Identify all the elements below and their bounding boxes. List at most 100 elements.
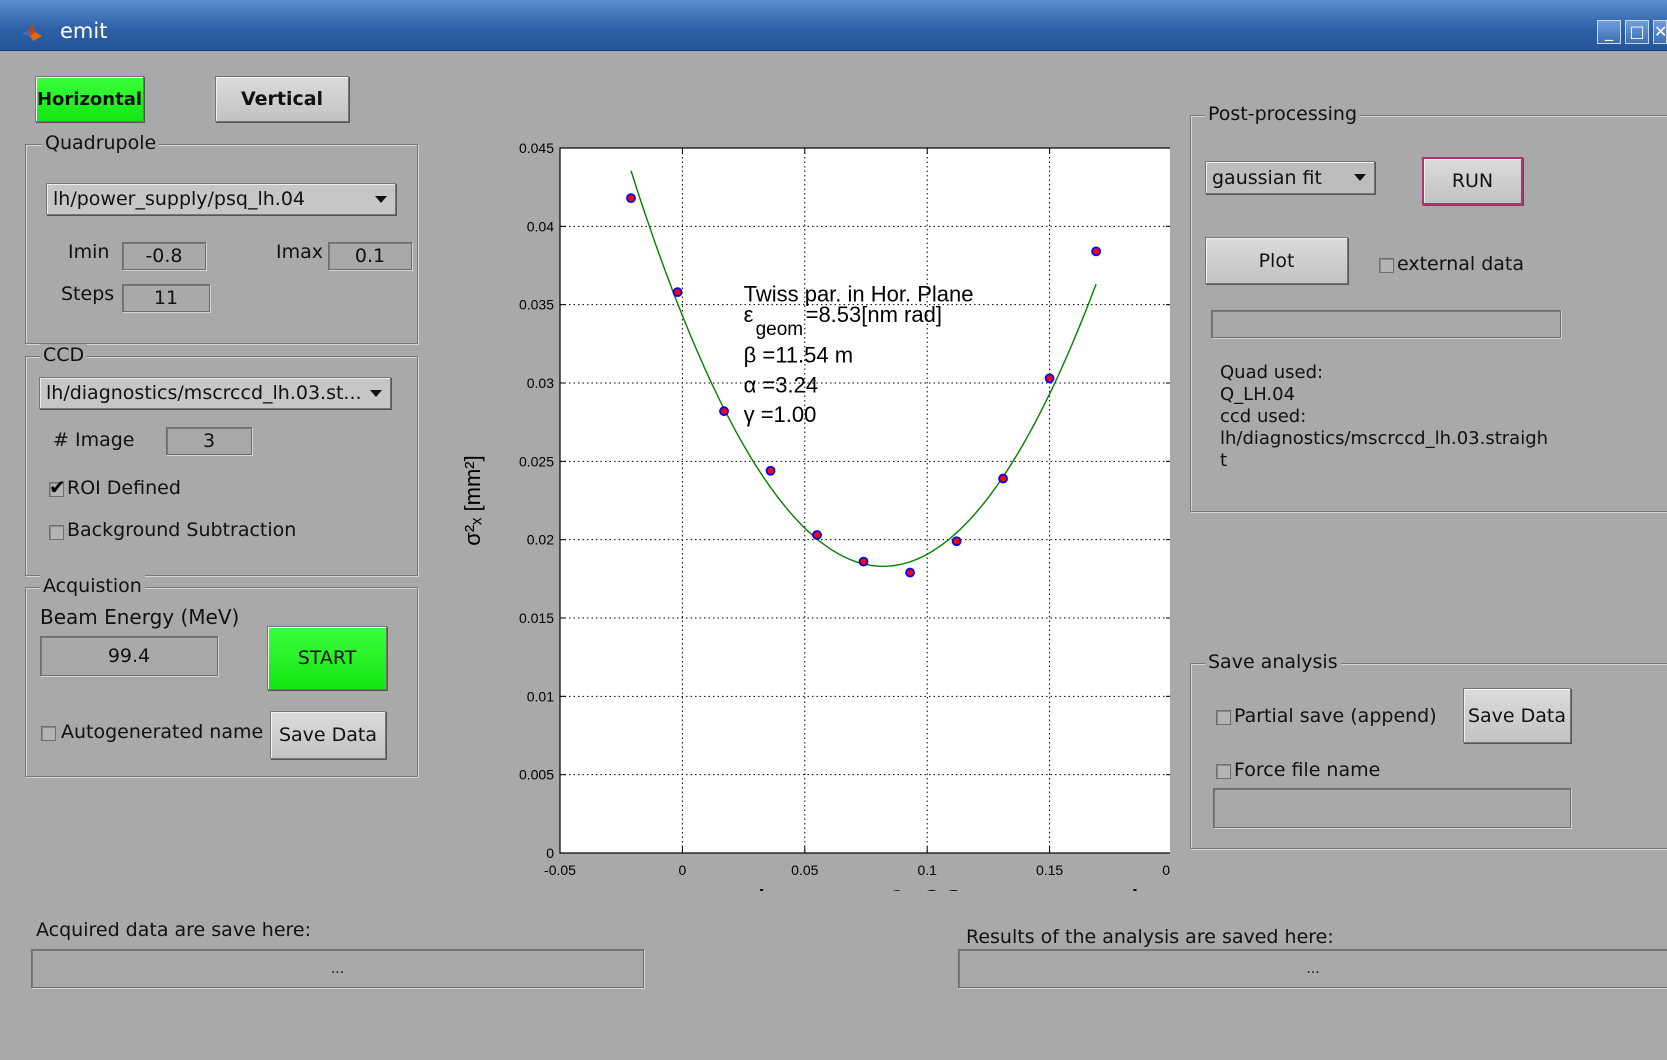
title-bar[interactable]: emit _ □ ✕	[0, 0, 1667, 51]
maximize-button[interactable]: □	[1625, 20, 1649, 44]
matlab-icon	[22, 24, 42, 41]
partial-save-checkbox[interactable]	[1216, 710, 1231, 725]
info-line: ccd used:	[1220, 406, 1307, 427]
quadrupole-panel: Quadrupole lh/power_supply/psq_lh.04 Imi…	[25, 132, 418, 344]
x-tick-label: 0.2	[1162, 862, 1170, 878]
minimize-button[interactable]: _	[1597, 20, 1621, 44]
acquisition-legend: Acquistion	[40, 575, 145, 597]
check-icon: ✔	[49, 475, 66, 499]
gamma-value: γ =1.00	[744, 402, 817, 427]
post-processing-legend: Post-processing	[1205, 103, 1361, 125]
autogenerated-name-checkbox[interactable]	[41, 726, 56, 741]
background-subtraction-checkbox[interactable]	[49, 525, 64, 540]
acquired-data-label: Acquired data are save here:	[36, 919, 312, 941]
y-tick-label: 0.015	[519, 610, 554, 626]
info-line: Q_LH.04	[1220, 384, 1296, 405]
steps-label: Steps	[61, 283, 115, 305]
imax-field[interactable]: 0.1	[328, 242, 412, 270]
partial-save-label: Partial save (append)	[1234, 705, 1437, 727]
x-tick-label: 0.1	[917, 862, 937, 878]
y-tick-label: 0.03	[527, 375, 554, 391]
imin-field[interactable]: -0.8	[122, 242, 206, 270]
ccd-device-select[interactable]: lh/diagnostics/mscrccd_lh.03.st...	[39, 377, 391, 409]
data-point	[951, 536, 962, 547]
save-analysis-legend: Save analysis	[1205, 651, 1341, 673]
roi-label: ROI Defined	[67, 477, 181, 499]
results-path-label: Results of the analysis are saved here:	[966, 926, 1334, 948]
horizontal-plane-button[interactable]: Horizontal	[35, 76, 144, 122]
vertical-plane-button[interactable]: Vertical	[215, 76, 349, 122]
beta-value: β =11.54 m	[744, 343, 853, 368]
image-count-field[interactable]: 3	[166, 427, 252, 455]
info-line: lh/diagnostics/mscrccd_lh.03.straigh	[1220, 428, 1549, 449]
y-tick-label: 0	[546, 845, 554, 861]
imin-label: Imin	[68, 241, 110, 263]
acquired-data-path-field[interactable]: ...	[31, 949, 644, 988]
x-tick-label: 0.05	[791, 862, 818, 878]
roi-checkbox[interactable]: ✔	[49, 477, 66, 497]
info-line: t	[1220, 450, 1228, 471]
x-tick-label: 0	[679, 862, 687, 878]
plot-background	[560, 148, 1172, 853]
emittance-subscript: geom	[756, 319, 804, 340]
force-file-name-label: Force file name	[1234, 759, 1381, 781]
y-tick-label: 0.035	[519, 297, 554, 313]
results-path-field[interactable]: ...	[958, 949, 1667, 988]
y-tick-label: 0.005	[519, 767, 554, 783]
force-file-name-field[interactable]	[1213, 788, 1571, 828]
data-point	[905, 567, 915, 578]
fit-method-value: gaussian fit	[1212, 166, 1322, 189]
ccd-device-value: lh/diagnostics/mscrccd_lh.03.st...	[46, 382, 362, 404]
save-analysis-panel: Save analysis Partial save (append) Save…	[1190, 651, 1667, 849]
analysis-info: Quad used: Q_LH.04 ccd used: lh/diagnost…	[1220, 362, 1548, 472]
start-button[interactable]: START	[267, 626, 387, 690]
chevron-down-icon	[375, 196, 387, 203]
external-data-checkbox[interactable]	[1379, 258, 1394, 273]
fit-method-select[interactable]: gaussian fit	[1205, 161, 1375, 194]
emittance-plot: -0.0500.050.10.150.200.0050.010.0150.020…	[450, 91, 1182, 924]
quadrupole-device-select[interactable]: lh/power_supply/psq_lh.04	[46, 183, 396, 215]
y-axis-label: σ²ₓ [mm²]	[460, 455, 485, 545]
acquisition-panel: Acquistion Beam Energy (MeV) 99.4 START …	[25, 575, 418, 777]
data-point	[998, 473, 1008, 484]
chevron-down-icon	[1354, 174, 1366, 181]
plot-button[interactable]: Plot	[1205, 237, 1348, 284]
data-point	[626, 193, 636, 204]
emittance-symbol: ε	[744, 302, 754, 327]
run-button[interactable]: RUN	[1422, 157, 1523, 205]
x-tick-label: 0.15	[1036, 862, 1063, 878]
image-count-label: # Image	[53, 429, 135, 451]
force-file-name-checkbox[interactable]	[1216, 764, 1231, 779]
steps-field[interactable]: 11	[122, 284, 210, 312]
data-point	[719, 406, 729, 417]
quadrupole-legend: Quadrupole	[42, 132, 160, 154]
window-title: emit	[60, 19, 108, 43]
analysis-save-data-button[interactable]: Save Data	[1463, 688, 1571, 743]
y-tick-label: 0.02	[527, 532, 554, 548]
ccd-panel: CCD lh/diagnostics/mscrccd_lh.03.st... #…	[25, 344, 418, 576]
acquisition-save-data-button[interactable]: Save Data	[270, 711, 386, 759]
external-data-label: external data	[1397, 253, 1525, 275]
post-processing-panel: Post-processing gaussian fit RUN Plot ex…	[1190, 103, 1667, 512]
y-tick-label: 0.045	[519, 140, 554, 156]
post-processing-file-field[interactable]	[1211, 310, 1561, 338]
close-button[interactable]: ✕	[1653, 20, 1667, 44]
data-point	[1091, 246, 1102, 257]
emittance-value: =8.53[nm rad]	[806, 302, 942, 327]
beam-energy-field[interactable]: 99.4	[40, 636, 218, 676]
beam-energy-label: Beam Energy (MeV)	[40, 605, 240, 629]
x-tick-label: -0.05	[544, 862, 576, 878]
data-point	[1044, 373, 1055, 384]
twiss-title: Twiss par. in Hor. Plane	[744, 282, 974, 307]
quadrupole-device-value: lh/power_supply/psq_lh.04	[53, 188, 305, 210]
alpha-value: α =3.24	[744, 372, 819, 397]
data-point	[812, 530, 822, 540]
chevron-down-icon	[370, 390, 382, 397]
y-tick-label: 0.01	[527, 688, 554, 704]
info-line: Quad used:	[1220, 362, 1324, 383]
ccd-legend: CCD	[40, 344, 88, 366]
y-tick-label: 0.04	[527, 218, 554, 234]
data-point	[672, 287, 683, 298]
